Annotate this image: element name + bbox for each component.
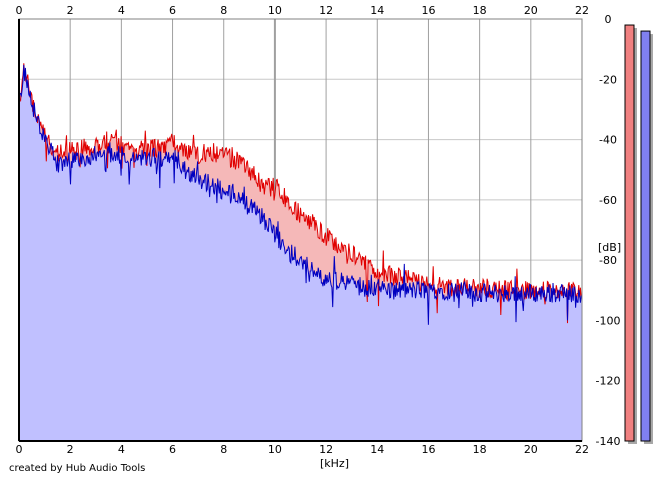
x-tick-label: 8	[220, 443, 227, 456]
x-tick-label-top: 10	[268, 4, 282, 17]
x-tick-label-top: 22	[575, 4, 589, 17]
series-area-2	[19, 64, 582, 442]
y-tick-label: -120	[596, 375, 621, 388]
x-tick-label: 16	[421, 443, 435, 456]
x-tick-label: 14	[370, 443, 384, 456]
x-tick-label-top: 12	[319, 4, 333, 17]
level-meter-1	[624, 24, 635, 442]
y-ticks: 0 -20 -40 -60 -80 -100 -120 -140	[596, 13, 621, 448]
y-tick-label: -100	[596, 314, 621, 327]
x-tick-label: 4	[118, 443, 125, 456]
x-tick-label-top: 16	[421, 4, 435, 17]
x-tick-label: 6	[169, 443, 176, 456]
level-meter-2	[640, 30, 651, 442]
credit-text: created by Hub Audio Tools	[9, 463, 146, 474]
y-axis-label: [dB]	[598, 241, 621, 254]
x-tick-label: 18	[473, 443, 487, 456]
x-tick-label: 12	[319, 443, 333, 456]
x-tick-label-top: 14	[370, 4, 384, 17]
y-tick-label: -60	[599, 194, 617, 207]
x-tick-label: 22	[575, 443, 589, 456]
x-tick-label-top: 2	[67, 4, 74, 17]
x-tick-label: 20	[524, 443, 538, 456]
y-tick-label: -140	[596, 435, 621, 448]
x-ticks-bottom: 0 2 4 6 8 10 12 14 16 18 20 22	[16, 443, 590, 456]
x-tick-label-top: 6	[169, 4, 176, 17]
y-tick-label: -20	[599, 73, 617, 86]
level-meters	[624, 24, 653, 445]
x-ticks-top: 0 2 4 6 8 10 12 14 16 18 20 22	[16, 4, 590, 17]
series-lines	[18, 63, 583, 325]
y-tick-label: -80	[599, 254, 617, 267]
x-tick-label-top: 18	[473, 4, 487, 17]
x-tick-label-top: 8	[220, 4, 227, 17]
x-tick-label-top: 0	[16, 4, 23, 17]
series-line-2	[18, 64, 583, 325]
x-tick-label-top: 4	[118, 4, 125, 17]
x-tick-label: 2	[67, 443, 74, 456]
series-areas	[19, 63, 582, 442]
axes	[18, 18, 583, 442]
x-tick-label: 10	[268, 443, 282, 456]
y-tick-label: 0	[605, 13, 612, 26]
x-tick-label: 0	[16, 443, 23, 456]
y-tick-label: -40	[599, 134, 617, 147]
series-line-1	[18, 63, 583, 324]
x-tick-label-top: 20	[524, 4, 538, 17]
x-axis-label: [kHz]	[320, 457, 349, 470]
